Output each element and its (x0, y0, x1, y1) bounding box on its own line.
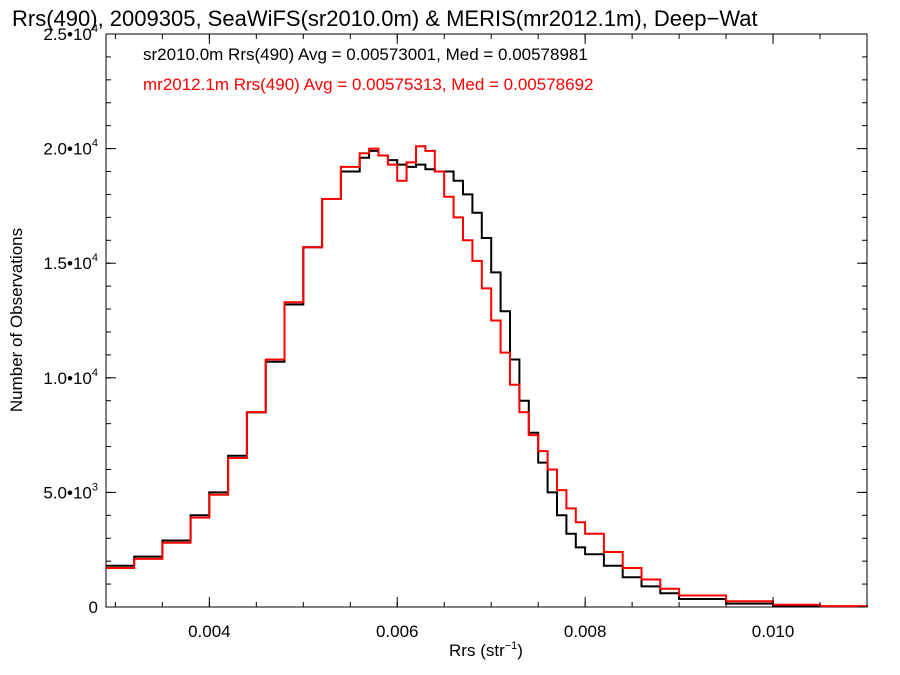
x-axis-label-main: Rrs (str (449, 641, 505, 660)
series-layer (106, 145, 868, 608)
x-tick-label-0: 0.004 (188, 622, 231, 641)
y-axis: 0 5.0•103 1.0•104 1.5•104 2.0•104 2.5•104 (43, 23, 867, 617)
x-tick-label-1: 0.006 (376, 622, 419, 641)
y-axis-label: Number of Observations (7, 228, 26, 412)
plot-border (105, 33, 868, 608)
x-axis-label: Rrs (str−1) (449, 640, 523, 660)
annotation-black-series: sr2010.0m Rrs(490) Avg = 0.00573001, Med… (143, 45, 588, 64)
y-tick-label-4: 2.0•104 (43, 138, 98, 159)
series-line-1 (106, 145, 868, 608)
x-axis-label-superscript: −1 (505, 640, 518, 652)
x-tick-label-3: 0.010 (752, 622, 795, 641)
chart-title: Rrs(490), 2009305, SeaWiFS(sr2010.0m) & … (12, 6, 758, 31)
plot-frame (105, 33, 868, 608)
x-axis-label-end: ) (517, 641, 523, 660)
x-tick-label-2: 0.008 (564, 622, 607, 641)
y-tick-label-1: 5.0•103 (43, 481, 98, 502)
y-tick-label-5: 2.5•104 (43, 23, 98, 44)
x-axis: 0.004 0.006 0.008 0.010 (114, 34, 868, 641)
y-tick-label-3: 1.5•104 (43, 252, 98, 273)
y-tick-label-0: 0 (89, 598, 98, 617)
y-tick-label-2: 1.0•104 (43, 367, 98, 388)
annotation-red-series: mr2012.1m Rrs(490) Avg = 0.00575313, Med… (143, 75, 594, 94)
series-line-0 (106, 149, 868, 608)
